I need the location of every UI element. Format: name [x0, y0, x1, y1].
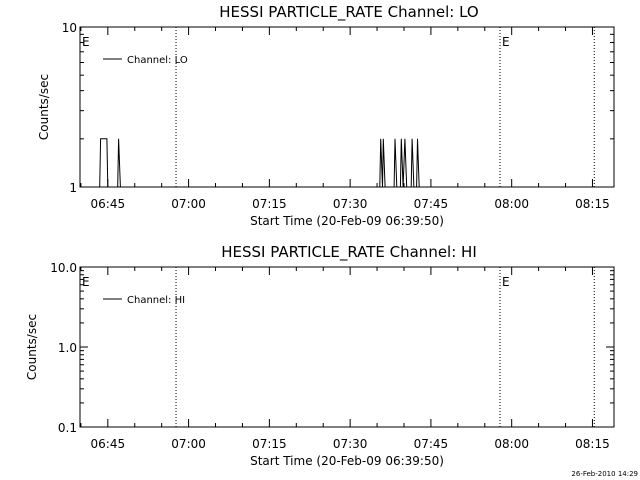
event-marker-label: E: [82, 35, 90, 49]
x-tick-label: 08:00: [494, 197, 529, 211]
plot-frame: [79, 26, 615, 188]
x-tick-label: 07:00: [171, 197, 206, 211]
y-axis-label: Counts/sec: [25, 314, 39, 380]
panel-channel-lo: HESSI PARTICLE_RATE Channel: LO Counts/s…: [37, 3, 615, 228]
x-tick-label: 07:00: [171, 437, 206, 451]
plot-frame: [79, 266, 615, 428]
series-line: [99, 138, 420, 188]
legend-label: Channel: LO: [127, 55, 188, 66]
x-tick-label: 06:45: [91, 437, 126, 451]
event-marker-label: E: [82, 275, 90, 289]
y-tick-label: 10.0: [50, 261, 77, 275]
x-tick-label: 06:45: [91, 197, 126, 211]
x-axis-label: Start Time (20-Feb-09 06:39:50): [250, 454, 444, 468]
x-tick-label: 07:30: [333, 437, 368, 451]
y-axis-label: Counts/sec: [37, 74, 51, 140]
legend-label: Channel: HI: [127, 295, 185, 306]
footer-timestamp: 26-Feb-2010 14:29: [571, 470, 638, 478]
y-tick-label: 0.1: [58, 421, 77, 435]
x-tick-label: 07:15: [252, 437, 287, 451]
y-tick-label: 10: [62, 21, 77, 35]
panel-channel-hi: HESSI PARTICLE_RATE Channel: HI Counts/s…: [25, 243, 615, 468]
event-marker-label: E: [502, 275, 510, 289]
y-tick-label: 1.0: [58, 341, 77, 355]
x-tick-label: 07:15: [252, 197, 287, 211]
x-tick-label: 08:15: [575, 197, 610, 211]
chart-title: HESSI PARTICLE_RATE Channel: LO: [219, 3, 478, 22]
y-tick-label: 1: [69, 181, 77, 195]
x-tick-label: 08:00: [494, 437, 529, 451]
x-tick-label: 08:15: [575, 437, 610, 451]
x-axis-label: Start Time (20-Feb-09 06:39:50): [250, 214, 444, 228]
chart-title: HESSI PARTICLE_RATE Channel: HI: [221, 243, 477, 262]
x-tick-label: 07:30: [333, 197, 368, 211]
x-tick-label: 07:45: [414, 437, 449, 451]
event-marker-label: E: [502, 35, 510, 49]
x-tick-label: 07:45: [414, 197, 449, 211]
